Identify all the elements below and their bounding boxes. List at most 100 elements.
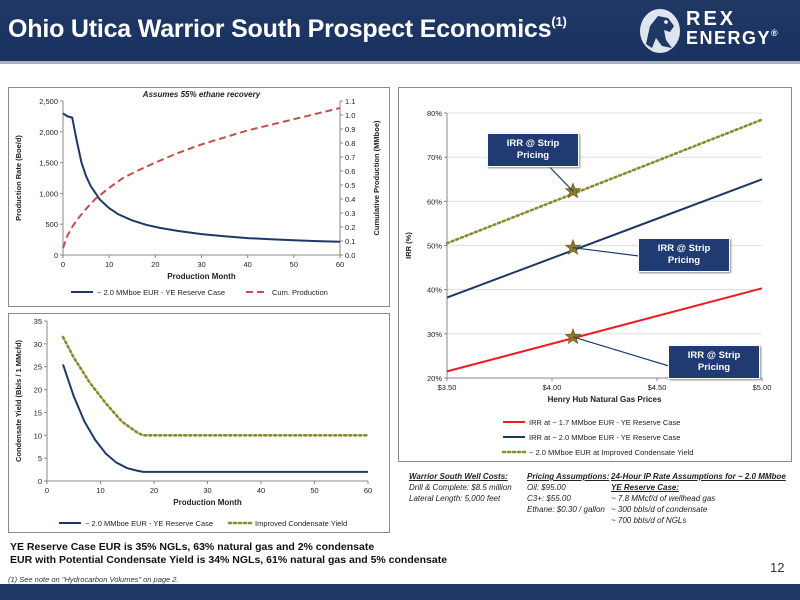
legend-label: ~ 2.0 MMboe EUR at Improved Condensate Y… [529,448,693,457]
footnote: (1) See note on "Hydrocarbon Volumes" on… [8,575,179,584]
y2-tick-label: 0.5 [345,181,355,190]
condensate-chart: 0 5 10 15 20 25 30 35 0 10 20 30 40 50 60 Production Mo… [14,317,372,528]
y2-tick-label: 0.8 [345,139,355,148]
chart-title: Assumes 55% ethane recovery [142,90,261,99]
y2-tick-label: 1.0 [345,111,355,120]
x-tick-label: 20 [151,260,159,269]
irr-callout-top: IRR @ Strip Pricing [487,133,579,167]
irr-callout-bottom: IRR @ Strip Pricing [668,345,760,379]
series-line [62,112,341,243]
y-tick-label: 35 [34,317,42,326]
y-tick-label: 2,500 [39,97,58,106]
y2-tick-label: 1.1 [345,97,355,106]
x-tick-label: 30 [203,486,211,495]
x-tick-label: $3.50 [438,383,457,392]
pricing-line: Oil: $95.00 [527,483,566,492]
irr-chart: 20% 30% 40% 50% 60% 70% 80% $3.50 $4.00 $4.50 $5.0… [404,109,772,457]
logo-rex-text: REX [686,8,737,30]
eur-summary: YE Reserve Case EUR is 35% NGLs, 63% nat… [10,541,447,567]
callout-pointer-line [572,247,640,257]
x-tick-label: 30 [197,260,205,269]
x-tick-label: 0 [61,260,65,269]
ip-rate-block: 24-Hour IP Rate Assumptions for ~ 2.0 MM… [611,471,793,526]
y-tick-label: 30 [34,340,42,349]
pricing-assumptions-block: Pricing Assumptions: Oil: $95.00 C3+: $5… [527,471,617,515]
pricing-line: C3+: $55.00 [527,494,571,503]
y2-tick-label: 0.9 [345,125,355,134]
irr-callout-middle: IRR @ Strip Pricing [638,238,730,272]
x-tick-label: 50 [310,486,318,495]
y-axis-label: Condensate Yield (Bbls / 1 MMcfd) [14,339,23,462]
well-costs-line: Drill & Complete: $8.5 million [409,483,512,492]
strip-pricing-star-marker [564,238,582,255]
series-line [62,364,368,473]
x-tick-label: 40 [257,486,265,495]
series-line [61,335,370,437]
condensate-chart-panel: 0 5 10 15 20 25 30 35 0 10 20 30 40 50 60 Production Mo… [8,313,390,533]
y-tick-label: 30% [427,330,442,339]
x-tick-label: 10 [96,486,104,495]
page-title: Ohio Utica Warrior South Prospect Econom… [8,14,567,43]
series-line [446,287,763,373]
x-tick-label: 60 [364,486,372,495]
series-line [62,107,341,249]
page-number: 12 [770,560,785,575]
x-tick-label: 20 [150,486,158,495]
y2-tick-label: 0.1 [345,237,355,246]
dinosaur-logo-icon [640,9,680,53]
x-tick-label: 40 [243,260,251,269]
y-tick-label: 60% [427,197,442,206]
production-chart: 05001,0001,5002,0002,5000.00.10.20.30.40… [14,90,381,297]
x-tick-label: 0 [45,486,49,495]
well-costs-block: Warrior South Well Costs: Drill & Comple… [409,471,519,504]
footer-bar [0,584,800,600]
x-axis-label: Production Month [167,272,236,281]
x-tick-label: 50 [290,260,298,269]
rex-energy-logo: REX ENERGY® [636,6,796,58]
well-costs-line: Lateral Length: 5,000 feet [409,494,501,503]
logo-energy-text: ENERGY® [686,28,780,48]
x-tick-label: 10 [105,260,113,269]
y-tick-label: 1,000 [39,189,58,198]
x-tick-label: $5.00 [753,383,772,392]
y2-tick-label: 0.6 [345,167,355,176]
y-tick-label: 50% [427,242,442,251]
ip-rate-line: ~ 7.8 MMcf/d of wellhead gas [611,494,716,503]
y-tick-label: 15 [34,408,42,417]
y2-tick-label: 0.3 [345,209,355,218]
ip-rate-line: ~ 300 bbls/d of condensate [611,505,708,514]
irr-chart-panel: 20% 30% 40% 50% 60% 70% 80% $3.50 $4.00 $4.50 $5.0… [398,87,792,462]
x-tick-label: $4.50 [648,383,667,392]
y-tick-label: 40% [427,286,442,295]
y-tick-label: 80% [427,109,442,118]
callout-pointer-line [572,336,670,367]
y-tick-label: 1,500 [39,159,58,168]
x-axis-label: Henry Hub Natural Gas Prices [548,395,662,404]
production-chart-panel: 0 500 1,000 1,500 2,000 2,500 0.0 0.1 0.2 0.3 0.4 0… [8,87,390,307]
y2-axis-label: Cumulative Production (MMboe) [372,120,381,236]
strip-pricing-star-marker [564,328,582,345]
x-tick-label: 60 [336,260,344,269]
y2-tick-label: 0.4 [345,195,355,204]
y-tick-label: 20 [34,386,42,395]
eur-summary-line: YE Reserve Case EUR is 35% NGLs, 63% nat… [10,541,375,553]
y-tick-label: 0 [38,477,42,486]
pricing-line: Ethane: $0.30 / gallon [527,505,605,514]
legend-label: Improved Condensate Yield [255,519,347,528]
y2-tick-label: 0.2 [345,223,355,232]
y-tick-label: 25 [34,363,42,372]
x-axis-label: Production Month [173,498,242,507]
y2-tick-label: 0.0 [345,251,355,260]
well-costs-heading: Warrior South Well Costs: [409,472,508,481]
series-line [445,118,764,245]
x-tick-label: $4.00 [543,383,562,392]
y-tick-label: 500 [45,220,58,229]
y-tick-label: 70% [427,153,442,162]
legend-label: ~ 2.0 MMboe EUR - YE Reserve Case [85,519,213,528]
series-line [446,178,763,299]
y-tick-label: 20% [427,374,442,383]
y-axis-label: Production Rate (Boe/d) [14,135,23,221]
y-tick-label: 5 [38,454,42,463]
eur-summary-line: EUR with Potential Condensate Yield is 3… [10,554,448,566]
pricing-heading: Pricing Assumptions: [527,472,610,481]
